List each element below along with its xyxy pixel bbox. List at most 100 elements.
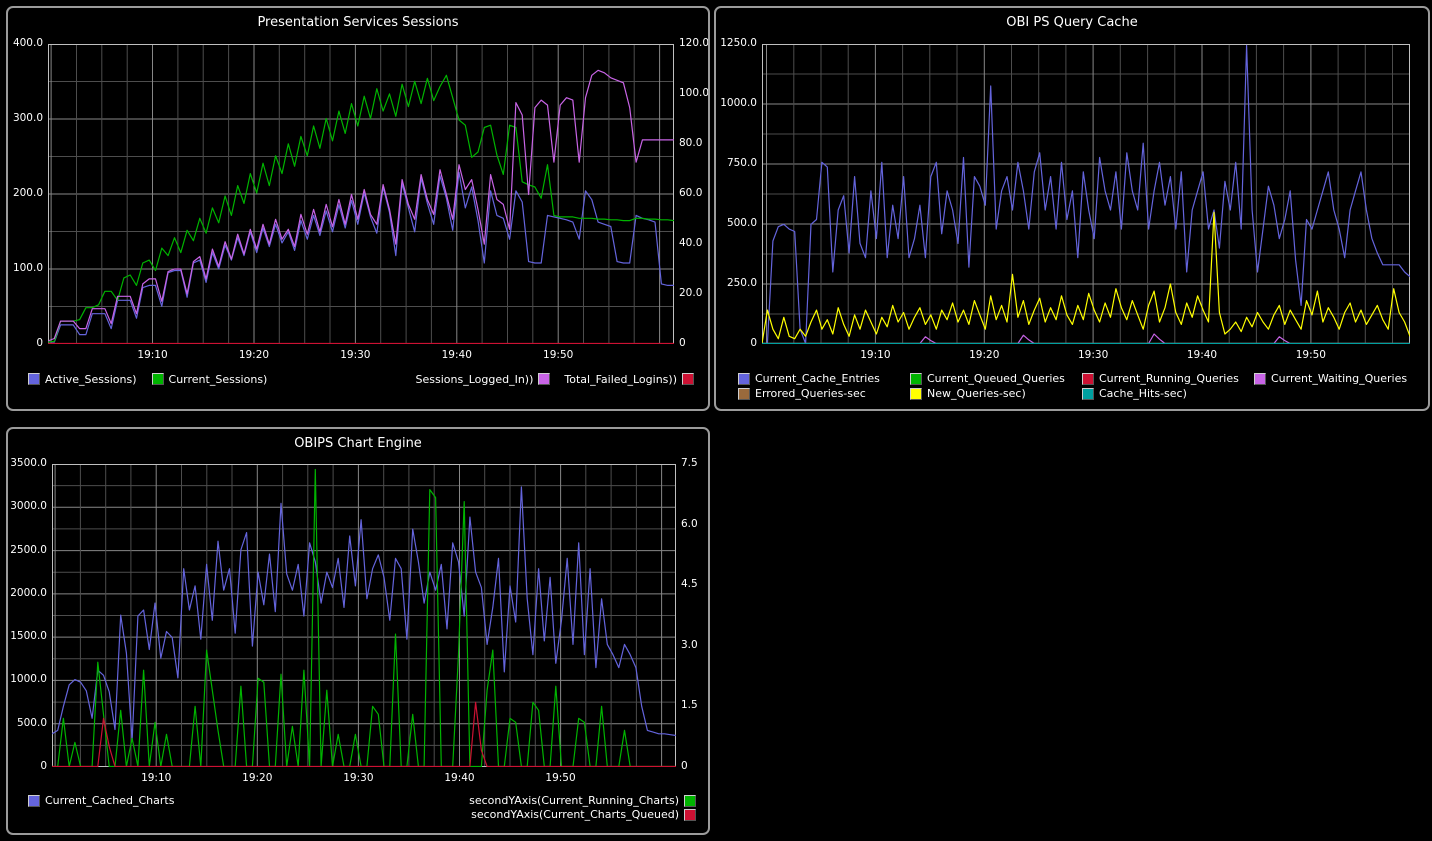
legend-label: Current_Sessions): [168, 372, 268, 386]
legend-item-current-queued-queries: Current_Queued_Queries: [910, 372, 1082, 385]
chart-title: OBIPS Chart Engine: [294, 436, 422, 451]
chart-legend: Current_Cache_Entries Current_Queued_Que…: [738, 372, 1420, 400]
axis-tick-label: 19:50: [543, 349, 574, 361]
axis-tick-label: 750.0: [726, 157, 757, 169]
axis-tick-label: 3.0: [681, 638, 698, 651]
chart-legend: Active_Sessions) Current_Sessions) Sessi…: [8, 370, 708, 388]
axis-tick-label: 500.0: [16, 716, 47, 729]
legend-label: Current_Queued_Queries: [927, 372, 1065, 385]
axis-tick-label: 7.5: [681, 457, 698, 469]
legend-swatch-current-running-queries: [1082, 372, 1094, 385]
legend-label: Current_Cached_Charts: [45, 794, 175, 807]
axis-tick-label: 4.5: [681, 578, 698, 591]
axis-tick-label: 1000.0: [10, 673, 47, 686]
legend-swatch-current-cache-entries: [738, 372, 750, 385]
axis-tick-label: 19:50: [545, 772, 576, 784]
chart-panel-obips-chart-engine: OBIPS Chart Engine Current_Cached_Charts…: [6, 427, 710, 835]
axis-tick-label: 19:40: [1186, 349, 1218, 361]
legend-swatch-sessions-logged-in: [538, 373, 551, 385]
legend-swatch-errored-queries-sec: [738, 387, 750, 400]
legend-label: Sessions_Logged_In)): [415, 372, 534, 386]
axis-tick-label: 19:50: [1295, 349, 1326, 361]
legend-item-total-failed-logins: Total_Failed_Logins)): [564, 373, 694, 386]
axis-tick-label: 19:30: [340, 349, 371, 361]
axis-tick-label: 6.0: [681, 517, 698, 530]
axis-tick-label: 100.0: [12, 262, 43, 274]
legend-item-sessions-logged-in: Sessions_Logged_In)): [416, 373, 551, 386]
axis-tick-label: 0: [679, 337, 686, 349]
legend-label: Current_Cache_Entries: [755, 372, 880, 385]
axis-tick-label: 19:10: [137, 349, 168, 361]
axis-tick-label: 0: [40, 760, 47, 772]
legend-item-current-charts-queued: secondYAxis(Current_Charts_Queued): [471, 808, 696, 821]
axis-tick-label: 19:40: [444, 772, 475, 784]
axis-tick-label: 500.0: [726, 217, 757, 229]
axis-tick-label: 1000.0: [720, 97, 757, 109]
legend-item-active-sessions: Active_Sessions): [28, 373, 137, 386]
legend-label: Errored_Queries-sec: [755, 387, 866, 400]
legend-label: New_Queries-sec): [927, 387, 1026, 400]
axis-tick-label: 40.0: [679, 237, 703, 249]
legend-swatch-current-sessions: [151, 373, 164, 385]
axis-tick-label: 80.0: [679, 136, 703, 149]
legend-swatch-current-running-charts: [684, 794, 696, 807]
legend-item-errored-queries-sec: Errored_Queries-sec: [738, 387, 910, 400]
axis-tick-label: 19:30: [343, 772, 374, 784]
legend-swatch-current-waiting-queries: [1254, 372, 1266, 385]
legend-swatch-new-queries-sec: [910, 387, 922, 400]
legend-item-new-queries-sec: New_Queries-sec): [910, 387, 1082, 400]
legend-swatch-current-cached-charts: [28, 794, 40, 807]
axis-tick-label: 2000.0: [10, 586, 47, 599]
legend-item-current-cache-entries: Current_Cache_Entries: [738, 372, 910, 385]
chart-panel-obi-ps-query-cache: OBI PS Query Cache Current_Cache_Entries…: [714, 6, 1430, 411]
axis-tick-label: 0: [750, 337, 757, 349]
axis-tick-label: 1.5: [681, 699, 698, 712]
axis-tick-label: 0: [36, 337, 43, 349]
plot-area: [51, 464, 677, 768]
legend-swatch-current-charts-queued: [684, 808, 696, 821]
legend-label: Current_Running_Queries: [1099, 372, 1239, 385]
chart-panel-presentation-services-sessions: Presentation Services Sessions Active_Se…: [6, 6, 710, 411]
legend-item-current-running-queries: Current_Running_Queries: [1082, 372, 1254, 385]
axis-tick-label: 200.0: [12, 187, 43, 199]
chart-legend: Current_Cached_Charts secondYAxis(Curren…: [8, 793, 708, 808]
axis-tick-label: 120.0: [679, 37, 710, 49]
axis-tick-label: 0: [681, 760, 688, 772]
legend-item-current-running-charts: secondYAxis(Current_Running_Charts): [469, 794, 696, 807]
legend-swatch-current-queued-queries: [910, 372, 922, 385]
axis-tick-label: 19:10: [860, 349, 891, 361]
axis-tick-label: 3000.0: [10, 500, 47, 513]
axis-tick-label: 1250.0: [720, 37, 757, 49]
axis-tick-label: 19:20: [242, 772, 273, 784]
axis-tick-label: 19:30: [1077, 349, 1109, 361]
axis-tick-label: 19:20: [969, 349, 1000, 361]
axis-tick-label: 1500.0: [10, 630, 47, 642]
axis-tick-label: 250.0: [726, 277, 757, 289]
legend-item-current-sessions: Current_Sessions): [151, 372, 268, 386]
legend-item-current-cached-charts: Current_Cached_Charts: [28, 794, 174, 807]
legend-swatch-total-failed-logins: [682, 373, 694, 385]
legend-label: Total_Failed_Logins)): [564, 372, 677, 386]
legend-label: secondYAxis(Current_Charts_Queued): [471, 808, 679, 821]
legend-swatch-active-sessions: [28, 373, 40, 385]
axis-tick-label: 3500.0: [10, 457, 47, 469]
axis-tick-label: 19:10: [141, 772, 172, 784]
chart-title: Presentation Services Sessions: [257, 15, 459, 30]
chart-title: OBI PS Query Cache: [1006, 15, 1138, 30]
legend-swatch-cache-hits-sec: [1082, 387, 1094, 400]
axis-tick-label: 60.0: [679, 187, 703, 199]
legend-item-current-waiting-queries: Current_Waiting_Queries: [1254, 372, 1420, 385]
axis-tick-label: 19:40: [441, 349, 472, 361]
axis-tick-label: 19:20: [238, 349, 270, 361]
axis-tick-label: 2500.0: [10, 543, 47, 556]
axis-tick-label: 300.0: [12, 112, 43, 124]
plot-area: [47, 44, 675, 345]
legend-label: Active_Sessions): [45, 372, 137, 386]
axis-tick-label: 100.0: [679, 87, 710, 99]
legend-label: Cache_Hits-sec): [1099, 387, 1187, 400]
legend-item-cache-hits-sec: Cache_Hits-sec): [1082, 387, 1254, 400]
legend-label: Current_Waiting_Queries: [1271, 372, 1408, 385]
axis-tick-label: 400.0: [12, 37, 43, 49]
axis-tick-label: 20.0: [679, 286, 703, 299]
legend-label: secondYAxis(Current_Running_Charts): [469, 794, 679, 807]
